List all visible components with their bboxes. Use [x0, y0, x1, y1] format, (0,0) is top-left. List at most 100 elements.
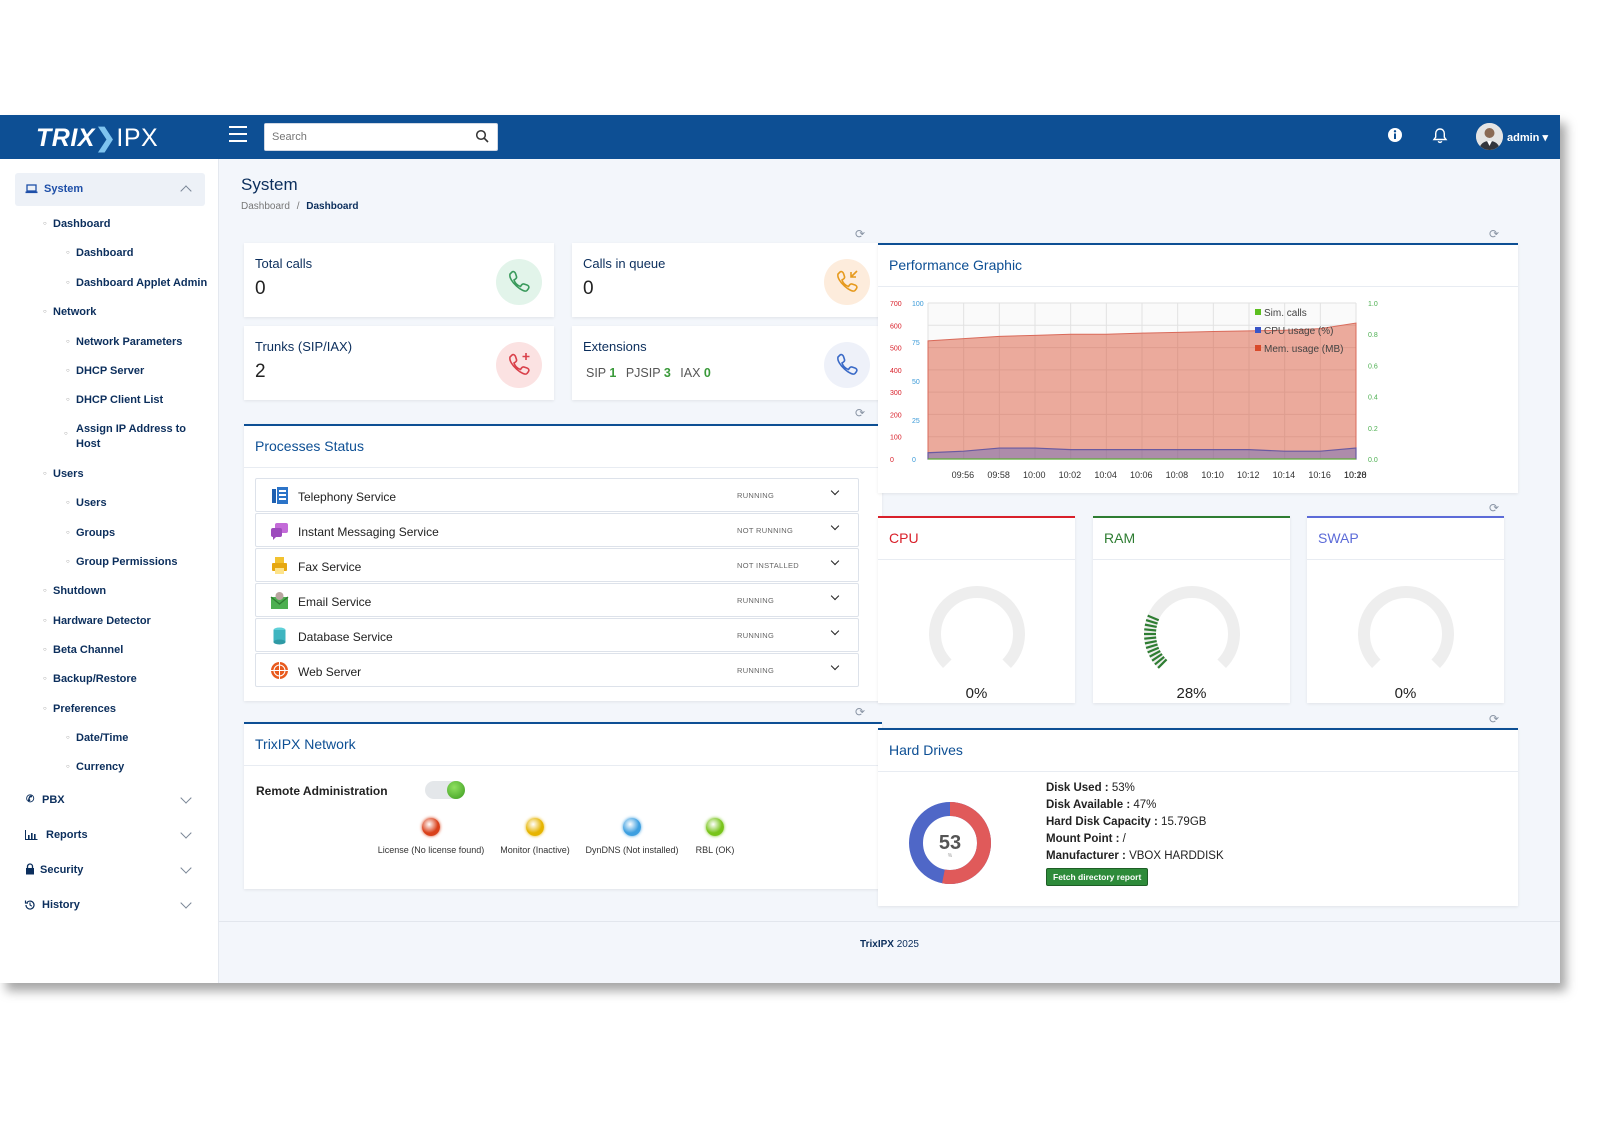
sidebar-item-dhcp-client-list[interactable]: DHCP Client List [66, 394, 163, 406]
x-tick-label: 10:04 [1094, 470, 1117, 480]
legend-swatch [1255, 327, 1261, 333]
x-tick-label: 10:14 [1273, 470, 1296, 480]
gauge-tick [1144, 636, 1157, 640]
disk-info-line: Disk Available : 47% [1046, 799, 1156, 811]
chevron-down-icon[interactable] [830, 661, 840, 671]
avatar[interactable] [1476, 123, 1503, 150]
donut-center-value: 53 [939, 832, 961, 854]
disk-info-line: Hard Disk Capacity : 15.79GB [1046, 816, 1206, 828]
sidebar-item-network-parameters[interactable]: Network Parameters [66, 336, 182, 348]
gauge-title: CPU [889, 530, 919, 546]
sidebar-item-date-time[interactable]: Date/Time [66, 732, 128, 744]
search-icon[interactable] [475, 129, 489, 143]
sidebar-item-assign-ip-host[interactable]: Host [76, 438, 101, 450]
sidebar-item-system[interactable]: System [15, 173, 205, 206]
sidebar-item-dashboard-sub[interactable]: Dashboard [66, 247, 134, 259]
info-icon[interactable] [1387, 127, 1403, 143]
gauge-track [1144, 586, 1240, 668]
user-menu[interactable]: admin ▾ [1507, 132, 1548, 144]
sidebar-item-dashboard-applet-admin[interactable]: Dashboard Applet Admin [66, 277, 207, 289]
sidebar-item-users-sub[interactable]: Users [66, 497, 106, 509]
refresh-icon[interactable]: ⟳ [855, 705, 866, 719]
sidebar-label-history: History [42, 899, 80, 911]
search-box[interactable] [264, 123, 498, 151]
process-name: Fax Service [298, 560, 362, 574]
trunks-value: 2 [255, 361, 266, 382]
disk-info-value: 47% [1130, 799, 1157, 811]
disk-info-value: 15.79GB [1157, 816, 1207, 828]
sidebar-item-users[interactable]: Users [43, 468, 83, 480]
chevron-down-icon[interactable] [830, 521, 840, 531]
chevron-down-icon[interactable] [830, 626, 840, 636]
status-led-label: DynDNS (Not installed) [585, 845, 679, 855]
logo-chevron: ❯ [94, 124, 117, 152]
search-input[interactable] [265, 124, 465, 150]
refresh-icon[interactable]: ⟳ [1489, 501, 1500, 515]
total-calls-value: 0 [255, 278, 266, 299]
sidebar-item-currency[interactable]: Currency [66, 761, 124, 773]
process-status: NOT INSTALLED [737, 561, 799, 570]
process-row[interactable]: Database Service RUNNING [255, 618, 859, 652]
top-navbar: TRIX❯IPX admin ▾ [0, 115, 1560, 159]
service-icon [273, 627, 286, 645]
y-tick-cpu: 75 [912, 340, 920, 347]
breadcrumb-separator: / [296, 201, 300, 212]
sidebar-item-groups[interactable]: Groups [66, 527, 115, 539]
legend-label[interactable]: Sim. calls [1264, 308, 1307, 319]
status-led [623, 818, 641, 836]
sidebar-item-network[interactable]: Network [43, 306, 97, 318]
chevron-down-icon[interactable] [830, 591, 840, 601]
breadcrumb-root[interactable]: Dashboard [241, 201, 290, 212]
sidebar-item-dashboard[interactable]: Dashboard [43, 218, 111, 230]
legend-label[interactable]: CPU usage (%) [1264, 326, 1333, 337]
process-row[interactable]: Email Service RUNNING [255, 583, 859, 617]
gauge-dial [1144, 586, 1240, 669]
fetch-directory-report-button[interactable]: Fetch directory report [1046, 868, 1149, 886]
refresh-icon[interactable]: ⟳ [855, 406, 866, 420]
process-row[interactable]: Telephony Service RUNNING [255, 478, 859, 512]
legend-label[interactable]: Mem. usage (MB) [1264, 344, 1343, 355]
sidebar-item-shutdown[interactable]: Shutdown [43, 585, 106, 597]
sidebar-item-group-permissions[interactable]: Group Permissions [66, 556, 178, 568]
disk-info-value: 53% [1108, 782, 1135, 794]
x-tick-label: 10:08 [1166, 470, 1189, 480]
process-status: RUNNING [737, 666, 775, 675]
remote-admin-toggle[interactable] [425, 781, 465, 799]
process-row[interactable]: Web Server RUNNING [255, 653, 859, 687]
process-row[interactable]: Fax Service NOT INSTALLED [255, 548, 859, 582]
status-led-label: License (No license found) [377, 845, 485, 855]
bell-icon[interactable] [1432, 127, 1448, 144]
chevron-down-icon[interactable] [830, 486, 840, 496]
total-calls-card: Total calls 0 [244, 243, 554, 317]
sidebar-item-preferences[interactable]: Preferences [43, 703, 116, 715]
sidebar-item-beta-channel[interactable]: Beta Channel [43, 644, 123, 656]
gauge-tick [1157, 658, 1168, 669]
sidebar-label-security: Security [40, 864, 84, 876]
sidebar-item-assign-ip[interactable]: Assign IP Address to [76, 423, 187, 435]
sip-count: 1 [609, 366, 617, 380]
history-icon [24, 900, 35, 910]
gauge-tick [1154, 655, 1165, 666]
process-row[interactable]: Instant Messaging Service NOT RUNNING [255, 513, 859, 547]
sidebar-item-backup-restore[interactable]: Backup/Restore [43, 673, 137, 685]
chevron-down-icon[interactable] [830, 556, 840, 566]
iax-count: 0 [703, 366, 711, 380]
status-led [422, 818, 440, 836]
calls-queue-value: 0 [583, 278, 594, 299]
y-tick-cpu: 100 [912, 301, 924, 308]
sidebar-item-hardware-detector[interactable]: Hardware Detector [43, 615, 151, 627]
disk-donut-chart: 53% [909, 802, 991, 884]
processes-title: Processes Status [255, 438, 364, 454]
gauge-tick [1147, 614, 1160, 622]
chevron-down-icon [180, 862, 192, 874]
processes-panel: Processes Status Telephony Service RUNNIN… [244, 424, 882, 701]
logo[interactable]: TRIX❯IPX [36, 123, 158, 153]
donut-used [909, 802, 991, 884]
process-name: Database Service [298, 630, 393, 644]
sidebar-item-dhcp-server[interactable]: DHCP Server [66, 365, 144, 377]
menu-toggle-icon[interactable] [229, 126, 247, 142]
refresh-icon[interactable]: ⟳ [1489, 712, 1500, 726]
refresh-icon[interactable]: ⟳ [855, 227, 866, 241]
refresh-icon[interactable]: ⟳ [1489, 227, 1500, 241]
x-tick-label: 09:56 [952, 470, 975, 480]
